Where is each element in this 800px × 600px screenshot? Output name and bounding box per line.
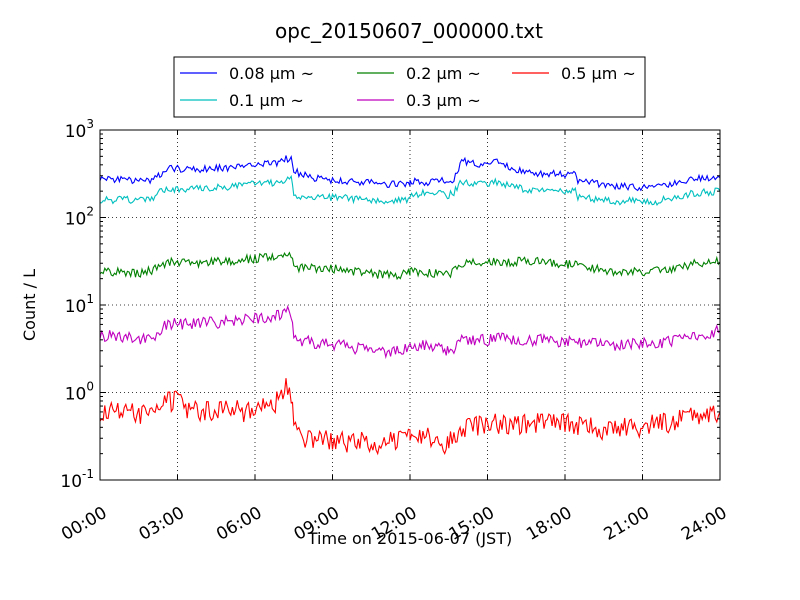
series-line [99, 378, 721, 456]
y-tick-labels: 10-1 100 101 102 103 [60, 117, 94, 492]
series-line [99, 251, 721, 281]
chart-title: opc_20150607_000000.txt [275, 19, 543, 43]
x-tick-label: 00:00 [58, 503, 110, 545]
series-lines [99, 154, 721, 456]
x-tick-label: 06:00 [213, 503, 265, 545]
y-tick-label: 100 [65, 380, 94, 405]
legend-box [173, 56, 646, 118]
x-tick-label: 24:00 [678, 503, 730, 545]
legend: 0.08 μm ~ 0.1 μm ~ 0.2 μm ~ 0.3 μm ~ 0.5 μm … [173, 56, 646, 118]
series-line [99, 154, 721, 192]
x-axis-label: Time on 2015-06-07 (JST) [307, 529, 512, 548]
legend-label: 0.08 μm ~ [229, 64, 314, 83]
y-tick-label: 10-1 [60, 467, 94, 492]
x-tick-label: 18:00 [523, 503, 575, 545]
legend-label: 0.1 μm ~ [229, 91, 304, 110]
series-line [99, 304, 721, 360]
ticks [99, 129, 721, 481]
y-axis-label: Count / L [20, 269, 39, 341]
y-tick-label: 101 [65, 292, 94, 317]
grid [100, 130, 720, 480]
x-tick-label: 03:00 [136, 503, 188, 545]
series-line [99, 174, 721, 206]
legend-label: 0.5 μm ~ [561, 64, 636, 83]
legend-label: 0.2 μm ~ [406, 64, 481, 83]
y-tick-label: 103 [65, 117, 94, 142]
y-tick-label: 102 [65, 205, 94, 230]
legend-label: 0.3 μm ~ [406, 91, 481, 110]
x-tick-label: 21:00 [601, 503, 653, 545]
